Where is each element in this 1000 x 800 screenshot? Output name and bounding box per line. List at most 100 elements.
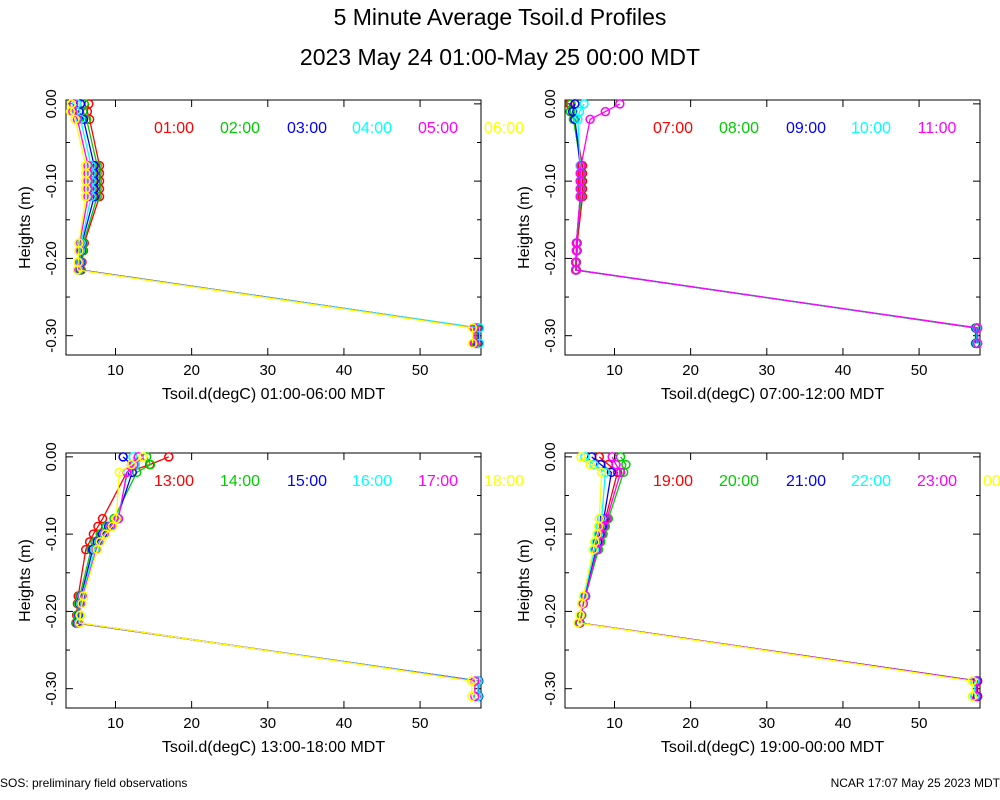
legend-entry: 17:00 bbox=[418, 473, 458, 490]
series-line bbox=[578, 456, 979, 697]
data-point bbox=[570, 265, 581, 275]
y-tick-label: -0.20 bbox=[43, 241, 60, 275]
data-point bbox=[138, 452, 148, 462]
footer-note: SOS: preliminary field observations bbox=[0, 776, 188, 790]
y-tick-label: 0.00 bbox=[43, 442, 60, 471]
legend-entry: 16:00 bbox=[352, 473, 392, 490]
data-point bbox=[74, 618, 85, 628]
series-line bbox=[69, 103, 474, 344]
data-point bbox=[588, 544, 598, 555]
legend-entry: 05:00 bbox=[418, 120, 458, 137]
legend-entry: 01:00 bbox=[154, 120, 194, 137]
series-line bbox=[577, 456, 974, 697]
legend-entry: 08:00 bbox=[719, 120, 759, 137]
plot-frame bbox=[564, 452, 981, 709]
x-tick-label: 40 bbox=[336, 362, 353, 379]
legend-entry: 10:00 bbox=[851, 120, 891, 137]
data-point bbox=[75, 114, 86, 125]
x-tick-label: 40 bbox=[835, 715, 852, 732]
y-tick-label: -0.20 bbox=[542, 241, 559, 275]
data-point bbox=[467, 676, 477, 686]
y-tick-label: -0.20 bbox=[542, 594, 559, 628]
legend-entry: 23:00 bbox=[917, 473, 957, 490]
footer-credit: NCAR 17:07 May 25 2023 MDT bbox=[830, 776, 1000, 790]
x-tick-label: 50 bbox=[911, 715, 928, 732]
data-point bbox=[467, 691, 477, 702]
data-point bbox=[111, 513, 122, 524]
data-point bbox=[573, 618, 583, 628]
y-axis-label: Heights (m) bbox=[17, 186, 34, 269]
data-point bbox=[77, 598, 87, 609]
y-axis-label: Heights (m) bbox=[516, 539, 533, 622]
x-tick-label: 10 bbox=[107, 362, 124, 379]
x-tick-label: 10 bbox=[606, 715, 623, 732]
data-point bbox=[473, 691, 483, 702]
x-tick-label: 30 bbox=[259, 715, 276, 732]
data-point bbox=[594, 452, 605, 462]
y-axis-label: Heights (m) bbox=[516, 186, 533, 269]
legend-entry: 04:00 bbox=[352, 120, 392, 137]
series-line bbox=[578, 456, 978, 697]
data-point bbox=[92, 544, 102, 555]
x-tick-label: 50 bbox=[412, 715, 429, 732]
chart-panel-4: 10 20 30 40 50 0.00 -0.10 -0.20 -0.30 Tsoil.d(deg… bbox=[516, 442, 1000, 756]
data-point bbox=[467, 323, 478, 333]
legend-entry: 18:00 bbox=[484, 473, 524, 490]
x-tick-label: 10 bbox=[107, 715, 124, 732]
data-point bbox=[585, 114, 595, 125]
data-point bbox=[573, 114, 583, 125]
legend-entry: 00:00 bbox=[983, 473, 1000, 490]
x-axis-label: Tsoil.d(degC) 19:00-00:00 MDT bbox=[661, 739, 884, 756]
series-line bbox=[577, 456, 976, 697]
series-line bbox=[75, 456, 479, 697]
series-line bbox=[568, 103, 978, 344]
plot-frame bbox=[564, 99, 981, 356]
data-point bbox=[585, 459, 595, 470]
data-point bbox=[972, 338, 983, 349]
data-point bbox=[618, 467, 629, 478]
y-tick-label: 0.00 bbox=[542, 442, 559, 471]
series-line bbox=[575, 103, 979, 344]
legend-entry: 22:00 bbox=[851, 473, 891, 490]
legend-entry: 13:00 bbox=[154, 473, 194, 490]
legend-entry: 03:00 bbox=[287, 120, 327, 137]
y-tick-label: 0.00 bbox=[43, 89, 60, 118]
data-point bbox=[607, 452, 617, 462]
data-point bbox=[81, 544, 91, 555]
data-point bbox=[576, 452, 586, 462]
data-point bbox=[72, 265, 83, 275]
data-point bbox=[600, 106, 611, 117]
data-point bbox=[596, 467, 607, 478]
series-line bbox=[80, 103, 478, 344]
legend-entry: 09:00 bbox=[786, 120, 826, 137]
data-point bbox=[145, 459, 156, 470]
legend-entry: 07:00 bbox=[653, 120, 693, 137]
y-axis-label: Heights (m) bbox=[17, 539, 34, 622]
data-point bbox=[570, 114, 580, 125]
data-point bbox=[467, 338, 478, 349]
x-tick-label: 40 bbox=[336, 715, 353, 732]
x-tick-label: 50 bbox=[412, 362, 429, 379]
series-line bbox=[78, 456, 476, 697]
data-point bbox=[95, 537, 106, 547]
y-tick-label: -0.30 bbox=[43, 319, 60, 353]
data-point bbox=[164, 452, 174, 462]
series-line bbox=[72, 103, 475, 344]
x-axis-label: Tsoil.d(degC) 01:00-06:00 MDT bbox=[162, 386, 385, 403]
data-point bbox=[571, 245, 582, 256]
y-tick-label: -0.10 bbox=[43, 164, 60, 198]
x-tick-label: 20 bbox=[682, 362, 699, 379]
x-tick-label: 20 bbox=[183, 715, 200, 732]
x-tick-label: 20 bbox=[183, 362, 200, 379]
data-point bbox=[81, 191, 91, 202]
y-tick-label: -0.10 bbox=[43, 517, 60, 551]
data-point bbox=[74, 245, 84, 256]
chart-subtitle: 2023 May 24 01:00-May 25 00:00 MDT bbox=[299, 44, 701, 70]
data-point bbox=[579, 99, 589, 109]
legend-entry: 21:00 bbox=[786, 473, 826, 490]
data-point bbox=[615, 467, 626, 478]
data-point bbox=[606, 467, 617, 478]
chart-panel-2: 10 20 30 40 50 0.00 -0.10 -0.20 -0.30 Tsoil.d(deg… bbox=[516, 89, 983, 403]
data-point bbox=[100, 529, 111, 539]
